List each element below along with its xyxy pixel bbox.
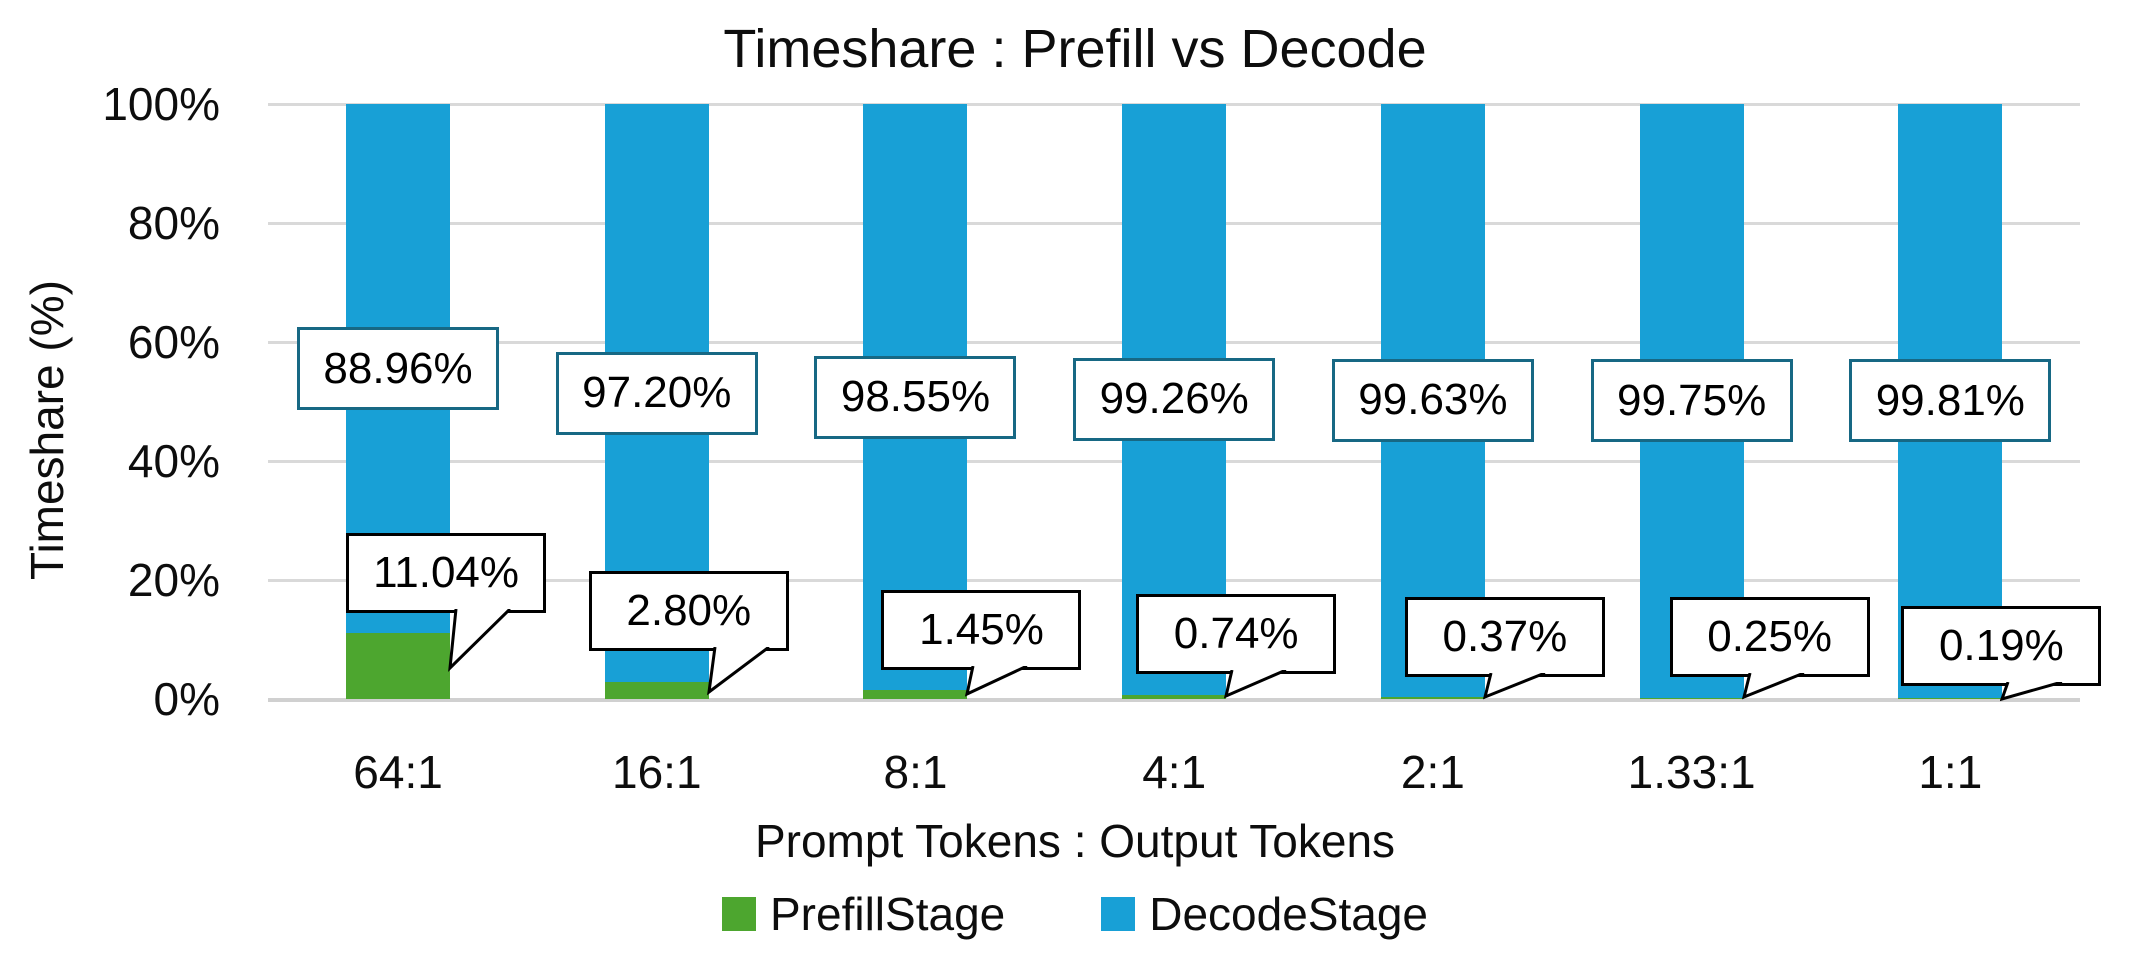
prefill-segment bbox=[604, 682, 709, 699]
x-tick-label-16-1: 16:1 bbox=[612, 746, 702, 798]
prefill-value-callout-8-1: 1.45% bbox=[881, 590, 1082, 670]
prefill-segment bbox=[1380, 696, 1485, 699]
callout-tail-icon bbox=[448, 609, 512, 672]
prefill-value-callout-64-1: 11.04% bbox=[346, 533, 547, 613]
callout-tail-icon bbox=[1482, 673, 1546, 700]
prefill-value-callout-16-1: 2.80% bbox=[588, 571, 789, 651]
callout-tail-icon bbox=[2000, 682, 2063, 702]
x-axis-title: Prompt Tokens : Output Tokens bbox=[754, 815, 1396, 867]
x-tick-label-1-1: 1:1 bbox=[1918, 746, 1983, 798]
prefill-value-callout-1-33-1: 0.25% bbox=[1669, 597, 1870, 677]
callout-tail-icon bbox=[1741, 673, 1805, 700]
y-tick-label-20: 20% bbox=[127, 554, 220, 606]
x-tick-label-64-1: 64:1 bbox=[353, 746, 443, 798]
prefill-segment bbox=[346, 633, 451, 699]
prefill-value-callout-1-1: 0.19% bbox=[1901, 606, 2102, 686]
y-tick-label-40: 40% bbox=[127, 435, 220, 487]
y-tick-label-0: 0% bbox=[153, 673, 220, 725]
decode-legend-swatch-icon bbox=[1101, 897, 1136, 931]
x-tick-label-8-1: 8:1 bbox=[883, 746, 948, 798]
callout-tail-icon bbox=[1224, 670, 1287, 699]
decode-value-label-1-1: 99.81% bbox=[1849, 359, 2052, 443]
decode-value-label-4-1: 99.26% bbox=[1073, 357, 1276, 441]
prefill-segment bbox=[863, 690, 968, 699]
x-tick-label-1-33-1: 1.33:1 bbox=[1627, 746, 1756, 798]
x-tick-label-2-1: 2:1 bbox=[1400, 746, 1465, 798]
legend-label-decode: DecodeStage bbox=[1149, 888, 1428, 940]
decode-value-label-16-1: 97.20% bbox=[555, 351, 758, 435]
y-tick-label-100: 100% bbox=[102, 78, 220, 130]
prefill-value-callout-2-1: 0.37% bbox=[1404, 597, 1605, 677]
callout-tail-icon bbox=[706, 647, 770, 696]
chart-title: Timeshare : Prefill vs Decode bbox=[723, 19, 1427, 79]
decode-value-label-2-1: 99.63% bbox=[1331, 358, 1534, 442]
prefill-segment bbox=[1898, 697, 2003, 699]
prefill-value-callout-4-1: 0.74% bbox=[1136, 594, 1337, 674]
x-tick-label-4-1: 4:1 bbox=[1142, 746, 1207, 798]
callout-tail-icon bbox=[965, 666, 1029, 697]
legend: PrefillStage DecodeStage bbox=[722, 890, 1428, 938]
y-tick-label-80: 80% bbox=[127, 197, 220, 249]
prefill-segment bbox=[1639, 697, 1744, 699]
legend-item-decode: DecodeStage bbox=[1101, 890, 1428, 938]
legend-label-prefill: PrefillStage bbox=[770, 888, 1006, 940]
legend-item-prefill: PrefillStage bbox=[722, 890, 1005, 938]
baseline-gridline bbox=[268, 697, 2080, 702]
decode-value-label-1-33-1: 99.75% bbox=[1590, 359, 1793, 443]
decode-value-label-8-1: 98.55% bbox=[814, 355, 1017, 439]
decode-value-label-64-1: 88.96% bbox=[297, 327, 500, 411]
prefill-legend-swatch-icon bbox=[722, 897, 756, 931]
prefill-segment bbox=[1122, 694, 1227, 699]
y-tick-label-60: 60% bbox=[127, 316, 220, 368]
